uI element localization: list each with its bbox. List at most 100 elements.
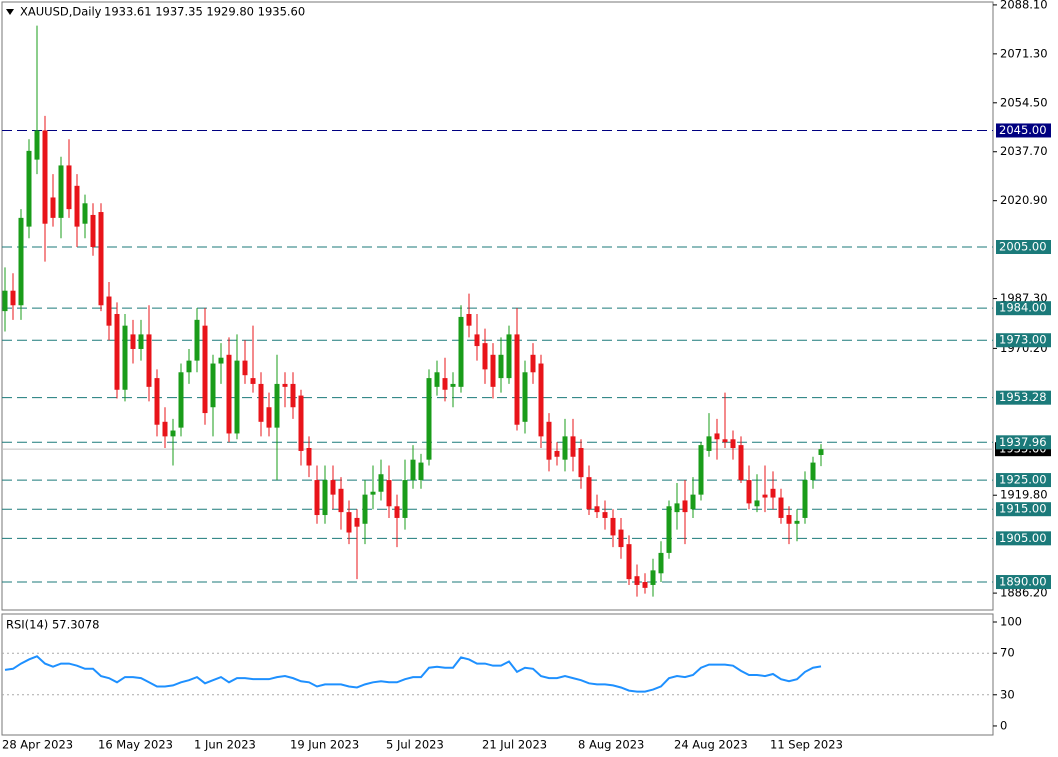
candle-body bbox=[682, 500, 688, 513]
level-label: 2045.00 bbox=[999, 123, 1047, 137]
level-label: 1925.00 bbox=[999, 473, 1047, 487]
candle-body bbox=[802, 480, 808, 518]
candle-body bbox=[754, 500, 760, 507]
chart-title: XAUUSD,Daily bbox=[20, 5, 102, 19]
level-label: 1905.00 bbox=[999, 531, 1047, 545]
candle-body bbox=[490, 354, 496, 387]
candle-body bbox=[554, 450, 560, 457]
menu-arrow bbox=[6, 9, 14, 15]
candle-body bbox=[546, 421, 552, 460]
candle-body bbox=[466, 314, 472, 326]
candle-body bbox=[322, 480, 328, 516]
candle-body bbox=[522, 372, 528, 422]
rsi-tick-label: 70 bbox=[1000, 646, 1015, 660]
candle-body bbox=[586, 477, 592, 510]
candle-body bbox=[722, 439, 728, 443]
candle-body bbox=[482, 343, 488, 370]
level-label: 1984.00 bbox=[999, 301, 1047, 315]
candle-body bbox=[266, 407, 272, 428]
candle-body bbox=[314, 480, 320, 516]
candle-body bbox=[58, 165, 64, 218]
rsi-tick-label: 30 bbox=[1000, 687, 1015, 701]
rsi-line bbox=[4, 655, 822, 693]
candle-body bbox=[642, 582, 648, 588]
candle-body bbox=[538, 363, 544, 437]
candle-body bbox=[138, 334, 144, 349]
candle-body bbox=[610, 517, 616, 536]
level-label: 1973.00 bbox=[999, 333, 1047, 347]
candle-body bbox=[18, 217, 24, 306]
candle-body bbox=[274, 383, 280, 428]
candle-body bbox=[178, 372, 184, 428]
candle-body bbox=[658, 552, 664, 574]
candle-body bbox=[394, 506, 400, 518]
candle-body bbox=[186, 360, 192, 373]
candle-body bbox=[330, 480, 336, 495]
candle-body bbox=[258, 383, 264, 422]
candle-body bbox=[154, 378, 160, 425]
candle-body bbox=[818, 449, 824, 455]
x-tick-label: 19 Jun 2023 bbox=[290, 738, 359, 752]
candle-body bbox=[42, 130, 48, 224]
x-tick-label: 11 Sep 2023 bbox=[770, 738, 843, 752]
candle-body bbox=[210, 363, 216, 408]
level-label: 1890.00 bbox=[999, 575, 1047, 589]
candle-body bbox=[98, 212, 104, 306]
candle-body bbox=[762, 494, 768, 498]
candle-body bbox=[778, 497, 784, 518]
candle-body bbox=[202, 325, 208, 414]
rsi-title: RSI(14) 57.3078 bbox=[6, 618, 100, 632]
x-tick-label: 21 Jul 2023 bbox=[482, 738, 547, 752]
candle-body bbox=[34, 130, 40, 160]
level-label: 1937.96 bbox=[999, 435, 1047, 449]
candle-body bbox=[746, 480, 752, 504]
level-box bbox=[996, 240, 1051, 255]
candle-body bbox=[442, 378, 448, 390]
candle-body bbox=[738, 445, 744, 481]
price-panel bbox=[1, 1, 994, 611]
candle-body bbox=[162, 421, 168, 437]
candle-body bbox=[594, 506, 600, 513]
candle-body bbox=[714, 433, 720, 440]
candle-body bbox=[226, 354, 232, 434]
candle-body bbox=[338, 488, 344, 513]
candle-body bbox=[354, 517, 360, 527]
candle-body bbox=[218, 357, 224, 364]
candle-body bbox=[74, 185, 80, 227]
candle-body bbox=[562, 436, 568, 460]
candle-body bbox=[618, 529, 624, 548]
candle-body bbox=[530, 354, 536, 373]
candle-body bbox=[146, 334, 152, 387]
level-label: 2005.00 bbox=[999, 240, 1047, 254]
candle-body bbox=[106, 296, 112, 326]
level-label: 1915.00 bbox=[999, 502, 1047, 516]
candle-body bbox=[674, 503, 680, 513]
candle-body bbox=[346, 512, 352, 533]
candle-body bbox=[418, 462, 424, 481]
y-tick-label: 1919.80 bbox=[1000, 488, 1048, 502]
candle-body bbox=[602, 512, 608, 518]
candle-body bbox=[650, 570, 656, 585]
x-tick-label: 24 Aug 2023 bbox=[674, 738, 748, 752]
candle-body bbox=[50, 197, 56, 218]
candle-body bbox=[234, 360, 240, 434]
x-tick-label: 1 Jun 2023 bbox=[194, 738, 256, 752]
x-tick-label: 8 Aug 2023 bbox=[578, 738, 644, 752]
candle-body bbox=[770, 488, 776, 498]
candle-body bbox=[250, 378, 256, 384]
level-box bbox=[996, 531, 1051, 546]
candle-body bbox=[10, 290, 16, 306]
candle-body bbox=[498, 354, 504, 379]
candle-body bbox=[810, 462, 816, 481]
candle-body bbox=[794, 520, 800, 524]
candle-body bbox=[458, 316, 464, 387]
candle-body bbox=[282, 383, 288, 387]
candle-body bbox=[298, 395, 304, 451]
y-tick-label: 2037.70 bbox=[1000, 144, 1048, 158]
level-box bbox=[996, 301, 1051, 316]
y-tick-label: 2071.30 bbox=[1000, 46, 1048, 60]
candle-body bbox=[506, 334, 512, 379]
y-tick-label: 2088.10 bbox=[1000, 0, 1048, 11]
candle-body bbox=[290, 383, 296, 408]
